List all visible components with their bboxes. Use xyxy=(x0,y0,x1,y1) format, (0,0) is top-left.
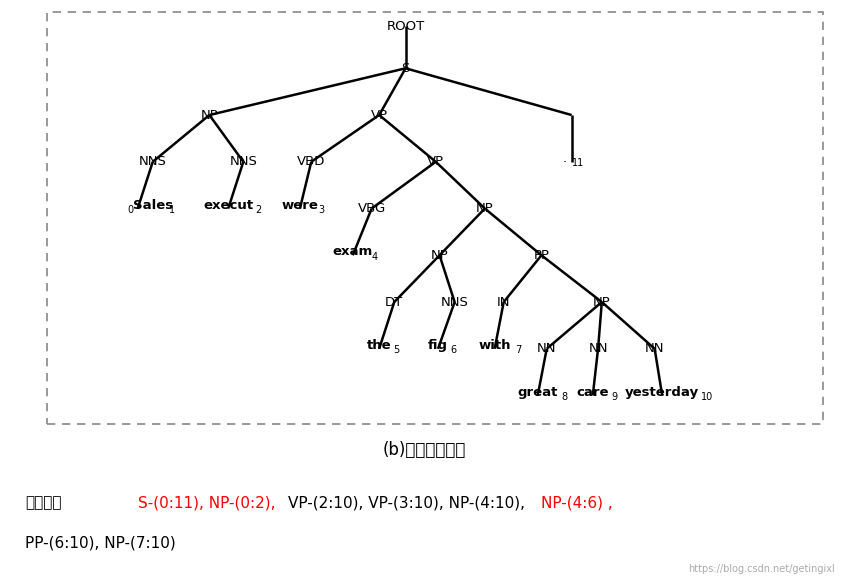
Text: VP: VP xyxy=(371,109,388,121)
Text: PP-(6:10), NP-(7:10): PP-(6:10), NP-(7:10) xyxy=(25,536,176,551)
Text: 0: 0 xyxy=(127,205,133,215)
Text: (b)系统分析结果: (b)系统分析结果 xyxy=(382,442,466,459)
Text: 4: 4 xyxy=(371,252,377,262)
Text: 3: 3 xyxy=(319,205,325,215)
Text: care: care xyxy=(577,386,609,399)
Text: 10: 10 xyxy=(701,392,713,402)
Text: NNS: NNS xyxy=(441,296,469,309)
Text: 7: 7 xyxy=(513,346,522,356)
Text: PP: PP xyxy=(533,249,550,262)
Text: NNS: NNS xyxy=(230,155,257,168)
Text: .: . xyxy=(563,152,572,165)
Text: execut: execut xyxy=(204,199,254,211)
Text: were: were xyxy=(282,199,318,211)
Text: ROOT: ROOT xyxy=(387,20,425,33)
Text: 5: 5 xyxy=(393,346,399,356)
Text: fig: fig xyxy=(428,339,448,352)
Text: https://blog.csdn.net/getingixl: https://blog.csdn.net/getingixl xyxy=(689,564,835,574)
Text: DT: DT xyxy=(385,296,404,309)
Bar xyxy=(47,12,823,424)
Text: great: great xyxy=(517,386,558,399)
Text: NP: NP xyxy=(476,202,494,215)
Text: Sales: Sales xyxy=(133,199,174,211)
Text: 短语有：: 短语有： xyxy=(25,495,62,510)
Text: NNS: NNS xyxy=(139,155,167,168)
Text: 6: 6 xyxy=(450,346,456,356)
Text: IN: IN xyxy=(497,296,510,309)
Text: 2: 2 xyxy=(255,205,262,215)
Text: VP: VP xyxy=(427,155,444,168)
Text: yesterday: yesterday xyxy=(625,386,700,399)
Text: NP: NP xyxy=(200,109,218,121)
Text: 11: 11 xyxy=(572,159,584,168)
Text: 9: 9 xyxy=(611,392,617,402)
Text: S-(0:11), NP-(0:2),: S-(0:11), NP-(0:2), xyxy=(138,495,281,510)
Text: VP-(2:10), VP-(3:10), NP-(4:10),: VP-(2:10), VP-(3:10), NP-(4:10), xyxy=(288,495,530,510)
Text: S: S xyxy=(401,62,410,75)
Text: VBG: VBG xyxy=(358,202,386,215)
Text: NN: NN xyxy=(589,342,608,355)
Text: NP: NP xyxy=(593,296,611,309)
Text: 8: 8 xyxy=(561,392,567,402)
Text: exam: exam xyxy=(332,245,373,259)
Text: 1: 1 xyxy=(169,205,176,215)
Text: .: . xyxy=(570,109,574,121)
Text: NN: NN xyxy=(537,342,556,355)
Text: NP-(4:6) ,: NP-(4:6) , xyxy=(541,495,613,510)
Text: NN: NN xyxy=(645,342,664,355)
Text: the: the xyxy=(367,339,392,352)
Text: NP: NP xyxy=(431,249,449,262)
Text: VBD: VBD xyxy=(297,155,326,168)
Text: with: with xyxy=(478,339,510,352)
